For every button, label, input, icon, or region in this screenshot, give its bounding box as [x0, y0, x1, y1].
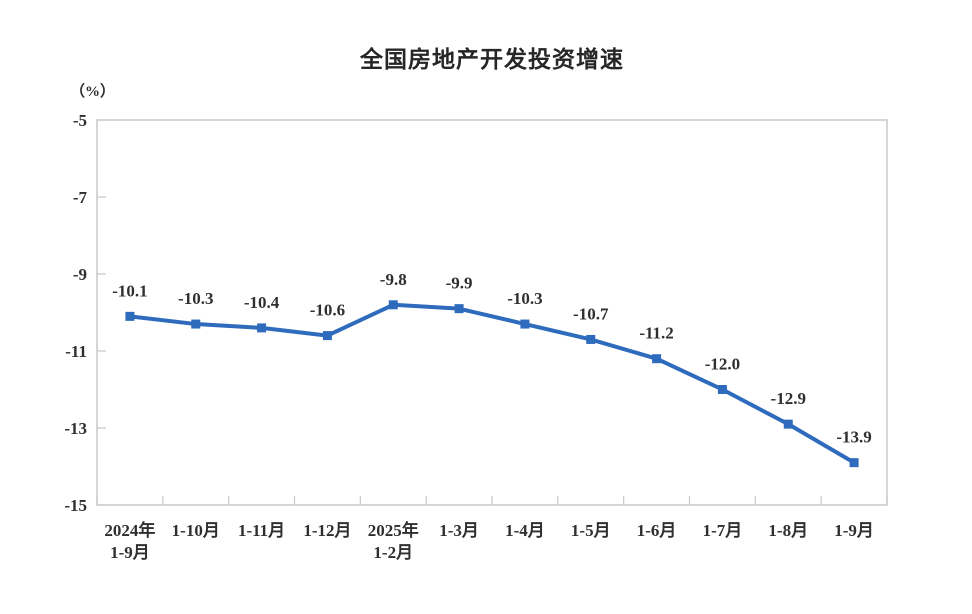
chart-title: 全国房地产开发投资增速	[360, 46, 624, 72]
x-axis-tick-label: 2025年 1-2月	[368, 520, 419, 562]
data-point-marker	[717, 385, 727, 394]
x-axis-tick-label: 1-9月	[834, 521, 874, 540]
data-point-marker	[454, 304, 464, 314]
plot-border	[96, 119, 888, 506]
data-point-label: -10.3	[507, 289, 542, 308]
y-axis-tick-label: -7	[73, 188, 88, 207]
y-axis-unit-label: （%）	[70, 84, 116, 100]
data-point-marker	[586, 334, 596, 344]
x-axis-tick-label: 1-7月	[703, 521, 743, 540]
data-point-label: -12.0	[705, 355, 740, 374]
data-point-label: -10.7	[573, 304, 609, 323]
data-point-label: -10.3	[178, 289, 213, 308]
x-axis-tick-label: 1-11月	[238, 521, 285, 540]
data-point-marker	[388, 300, 398, 310]
data-point-marker	[322, 331, 332, 341]
y-axis-tick-label: -15	[64, 496, 87, 515]
x-axis-tick-label: 1-3月	[439, 521, 479, 540]
data-point-marker	[783, 419, 793, 429]
data-point-label: -13.9	[836, 428, 871, 447]
x-axis-tick-label: 1-8月	[768, 521, 808, 540]
data-point-label: -12.9	[771, 389, 806, 408]
data-point-label: -9.8	[380, 270, 407, 289]
x-axis-tick-label: 1-5月	[571, 521, 611, 540]
data-point-label: -9.9	[446, 274, 473, 293]
x-axis-tick-label: 1-10月	[172, 521, 220, 540]
x-axis-tick-label: 1-12月	[303, 521, 351, 540]
y-axis-tick-label: -9	[73, 265, 87, 284]
x-axis-tick-label: 2024年 1-9月	[104, 520, 155, 562]
data-point-marker	[191, 319, 201, 329]
y-axis-tick-label: -5	[73, 111, 87, 130]
data-point-marker	[652, 354, 662, 364]
data-point-marker	[520, 319, 530, 329]
y-axis-tick-label: -11	[65, 342, 87, 361]
data-point-label: -10.1	[112, 281, 147, 300]
data-point-marker	[257, 323, 267, 333]
data-point-label: -10.6	[310, 301, 345, 320]
y-axis-tick-label: -13	[64, 419, 87, 438]
x-axis-tick-label: 1-4月	[505, 521, 545, 540]
trend-line	[127, 302, 857, 465]
data-point-label: -11.2	[639, 324, 673, 343]
x-axis-tick-label: 1-6月	[637, 521, 677, 540]
data-point-label: -10.4	[244, 293, 280, 312]
data-point-marker	[125, 311, 135, 321]
data-point-marker	[849, 458, 859, 468]
